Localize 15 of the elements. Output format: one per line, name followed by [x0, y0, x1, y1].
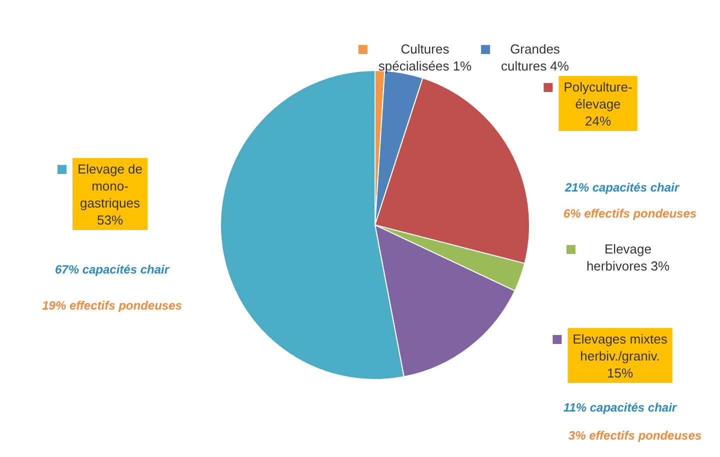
- data-label: 15%: [606, 366, 634, 381]
- legend-label: Grandes cultures 4%: [501, 42, 570, 74]
- text: 19% effectifs pondeuses: [42, 298, 182, 312]
- text: 6% effectifs pondeuses: [563, 206, 697, 220]
- legend-label: Elevage herbivores 3%: [586, 242, 670, 274]
- legend-label: Polyculture-élevage: [564, 80, 632, 112]
- text: 11% capacités chair: [563, 400, 677, 414]
- legend-label: Elevages mixtes herbiv./graniv.: [572, 332, 668, 364]
- text: 3% effectifs pondeuses: [568, 428, 702, 442]
- text: 67% capacités chair: [54, 262, 170, 276]
- data-label: 53%: [96, 212, 124, 228]
- slice-label: Cultures spécialisées 1%: [378, 42, 472, 74]
- legend-label: Elevage de mono-gastriques: [77, 162, 143, 211]
- text: 21% capacités chair: [564, 180, 680, 194]
- data-label: 24%: [584, 114, 612, 129]
